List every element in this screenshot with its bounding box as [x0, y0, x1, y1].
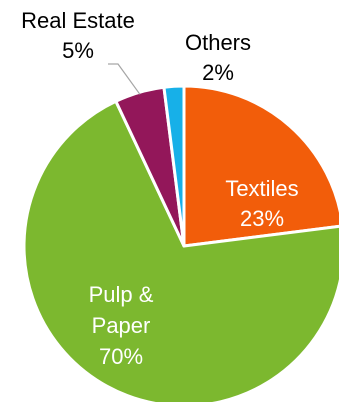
pie-labels: Textiles 23% Pulp & Paper 70% Real Estat…: [21, 8, 299, 369]
leader-line-real-estate: [108, 63, 141, 95]
slice-value-textiles: 23%: [240, 206, 284, 231]
slice-label-textiles: Textiles: [225, 176, 298, 201]
slice-pulp-paper: [22, 99, 339, 402]
slice-category-textiles: Textiles: [225, 176, 298, 201]
slice-textiles: [182, 84, 339, 248]
slice-value-real-estate: 5%: [62, 38, 94, 63]
slice-label-real-estate: Real Estate: [21, 8, 135, 33]
slice-value-others: 2%: [202, 60, 234, 85]
slice-label-pulp-paper-line2: Paper: [92, 313, 151, 338]
slice-label-pulp-paper-line1: Pulp &: [89, 282, 154, 307]
slice-value-pulp-paper: 70%: [99, 344, 143, 369]
pie-slices: [22, 84, 339, 402]
slice-label-others: Others: [185, 30, 251, 55]
slice-others: [162, 84, 186, 248]
leader-lines: [108, 63, 141, 95]
